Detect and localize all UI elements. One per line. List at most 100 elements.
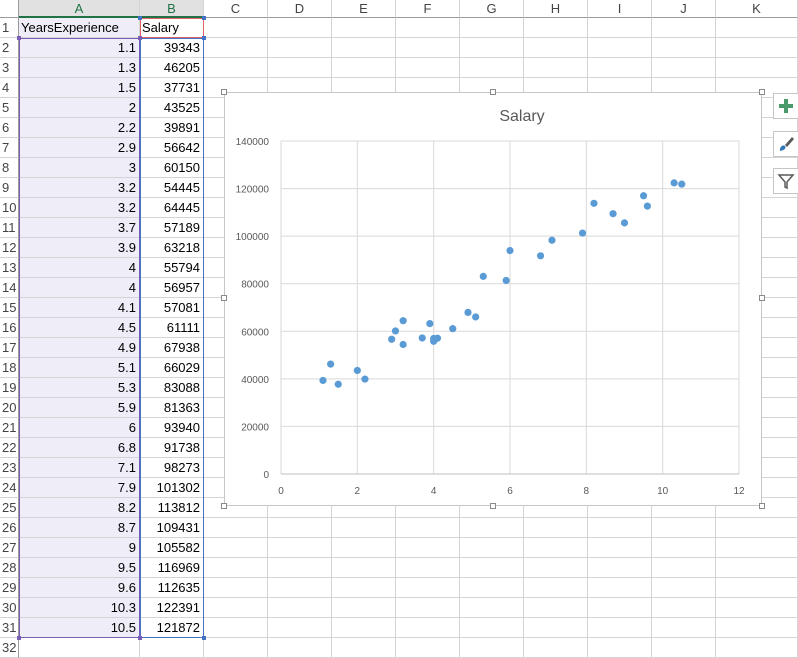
cell-a2[interactable]: 1.1 <box>19 38 140 58</box>
cell-b21[interactable]: 93940 <box>140 418 204 438</box>
column-header-j[interactable]: J <box>652 0 716 18</box>
cell-a10[interactable]: 3.2 <box>19 198 140 218</box>
cell-g32[interactable] <box>460 638 524 658</box>
cell-h2[interactable] <box>524 38 588 58</box>
cell-c27[interactable] <box>204 538 268 558</box>
cell-a14[interactable]: 4 <box>19 278 140 298</box>
cell-a3[interactable]: 1.3 <box>19 58 140 78</box>
cell-e2[interactable] <box>332 38 396 58</box>
cell-g2[interactable] <box>460 38 524 58</box>
column-header-h[interactable]: H <box>524 0 588 18</box>
chart-resize-handle[interactable] <box>759 295 765 301</box>
cell-h31[interactable] <box>524 618 588 638</box>
cell-a30[interactable]: 10.3 <box>19 598 140 618</box>
cell-j27[interactable] <box>652 538 716 558</box>
row-header-13[interactable]: 13 <box>0 258 19 278</box>
row-header-31[interactable]: 31 <box>0 618 19 638</box>
cell-d2[interactable] <box>268 38 332 58</box>
cell-a16[interactable]: 4.5 <box>19 318 140 338</box>
cell-b32[interactable] <box>140 638 204 658</box>
row-header-26[interactable]: 26 <box>0 518 19 538</box>
cell-b5[interactable]: 43525 <box>140 98 204 118</box>
column-header-k[interactable]: K <box>716 0 798 18</box>
cell-b31[interactable]: 121872 <box>140 618 204 638</box>
cell-b10[interactable]: 64445 <box>140 198 204 218</box>
cell-f3[interactable] <box>396 58 460 78</box>
cell-a29[interactable]: 9.6 <box>19 578 140 598</box>
cell-c25[interactable] <box>204 498 268 518</box>
chart-resize-handle[interactable] <box>759 89 765 95</box>
column-header-a[interactable]: A <box>19 0 140 18</box>
cell-b26[interactable]: 109431 <box>140 518 204 538</box>
cell-i30[interactable] <box>588 598 652 618</box>
cell-g31[interactable] <box>460 618 524 638</box>
row-header-29[interactable]: 29 <box>0 578 19 598</box>
cell-c31[interactable] <box>204 618 268 638</box>
cell-b30[interactable]: 122391 <box>140 598 204 618</box>
cell-g28[interactable] <box>460 558 524 578</box>
cell-e31[interactable] <box>332 618 396 638</box>
cell-j3[interactable] <box>652 58 716 78</box>
row-header-17[interactable]: 17 <box>0 338 19 358</box>
cell-j30[interactable] <box>652 598 716 618</box>
cell-c2[interactable] <box>204 38 268 58</box>
cell-i3[interactable] <box>588 58 652 78</box>
row-header-5[interactable]: 5 <box>0 98 19 118</box>
cell-i27[interactable] <box>588 538 652 558</box>
cell-g25[interactable] <box>460 498 524 518</box>
cell-d32[interactable] <box>268 638 332 658</box>
chart-filters-button[interactable] <box>773 168 798 194</box>
cell-c29[interactable] <box>204 578 268 598</box>
chart-resize-handle[interactable] <box>221 89 227 95</box>
cell-a25[interactable]: 8.2 <box>19 498 140 518</box>
cell-a26[interactable]: 8.7 <box>19 518 140 538</box>
range-corner-handle[interactable] <box>202 636 206 640</box>
cell-h28[interactable] <box>524 558 588 578</box>
row-header-12[interactable]: 12 <box>0 238 19 258</box>
cell-a15[interactable]: 4.1 <box>19 298 140 318</box>
cell-j28[interactable] <box>652 558 716 578</box>
cell-a13[interactable]: 4 <box>19 258 140 278</box>
cell-g3[interactable] <box>460 58 524 78</box>
cell-c32[interactable] <box>204 638 268 658</box>
row-header-22[interactable]: 22 <box>0 438 19 458</box>
select-all-corner[interactable] <box>0 0 19 18</box>
cell-k3[interactable] <box>716 58 798 78</box>
cell-b2[interactable]: 39343 <box>140 38 204 58</box>
cell-e3[interactable] <box>332 58 396 78</box>
cell-i25[interactable] <box>588 498 652 518</box>
cell-f29[interactable] <box>396 578 460 598</box>
cell-i26[interactable] <box>588 518 652 538</box>
cell-i29[interactable] <box>588 578 652 598</box>
cell-f27[interactable] <box>396 538 460 558</box>
cell-f26[interactable] <box>396 518 460 538</box>
cell-a18[interactable]: 5.1 <box>19 358 140 378</box>
cell-b9[interactable]: 54445 <box>140 178 204 198</box>
cell-b3[interactable]: 46205 <box>140 58 204 78</box>
cell-k1[interactable] <box>716 18 798 38</box>
cell-a7[interactable]: 2.9 <box>19 138 140 158</box>
cell-b7[interactable]: 56642 <box>140 138 204 158</box>
cell-h32[interactable] <box>524 638 588 658</box>
cell-f28[interactable] <box>396 558 460 578</box>
cell-j25[interactable] <box>652 498 716 518</box>
chart-resize-handle[interactable] <box>221 295 227 301</box>
row-header-25[interactable]: 25 <box>0 498 19 518</box>
chart-resize-handle[interactable] <box>490 503 496 509</box>
cell-a12[interactable]: 3.9 <box>19 238 140 258</box>
cell-e29[interactable] <box>332 578 396 598</box>
cell-e27[interactable] <box>332 538 396 558</box>
cell-g30[interactable] <box>460 598 524 618</box>
row-header-6[interactable]: 6 <box>0 118 19 138</box>
row-header-2[interactable]: 2 <box>0 38 19 58</box>
cell-f32[interactable] <box>396 638 460 658</box>
row-header-19[interactable]: 19 <box>0 378 19 398</box>
row-header-18[interactable]: 18 <box>0 358 19 378</box>
cell-f1[interactable] <box>396 18 460 38</box>
cell-a6[interactable]: 2.2 <box>19 118 140 138</box>
cell-a22[interactable]: 6.8 <box>19 438 140 458</box>
cell-a20[interactable]: 5.9 <box>19 398 140 418</box>
column-header-g[interactable]: G <box>460 0 524 18</box>
cell-b11[interactable]: 57189 <box>140 218 204 238</box>
cell-c3[interactable] <box>204 58 268 78</box>
